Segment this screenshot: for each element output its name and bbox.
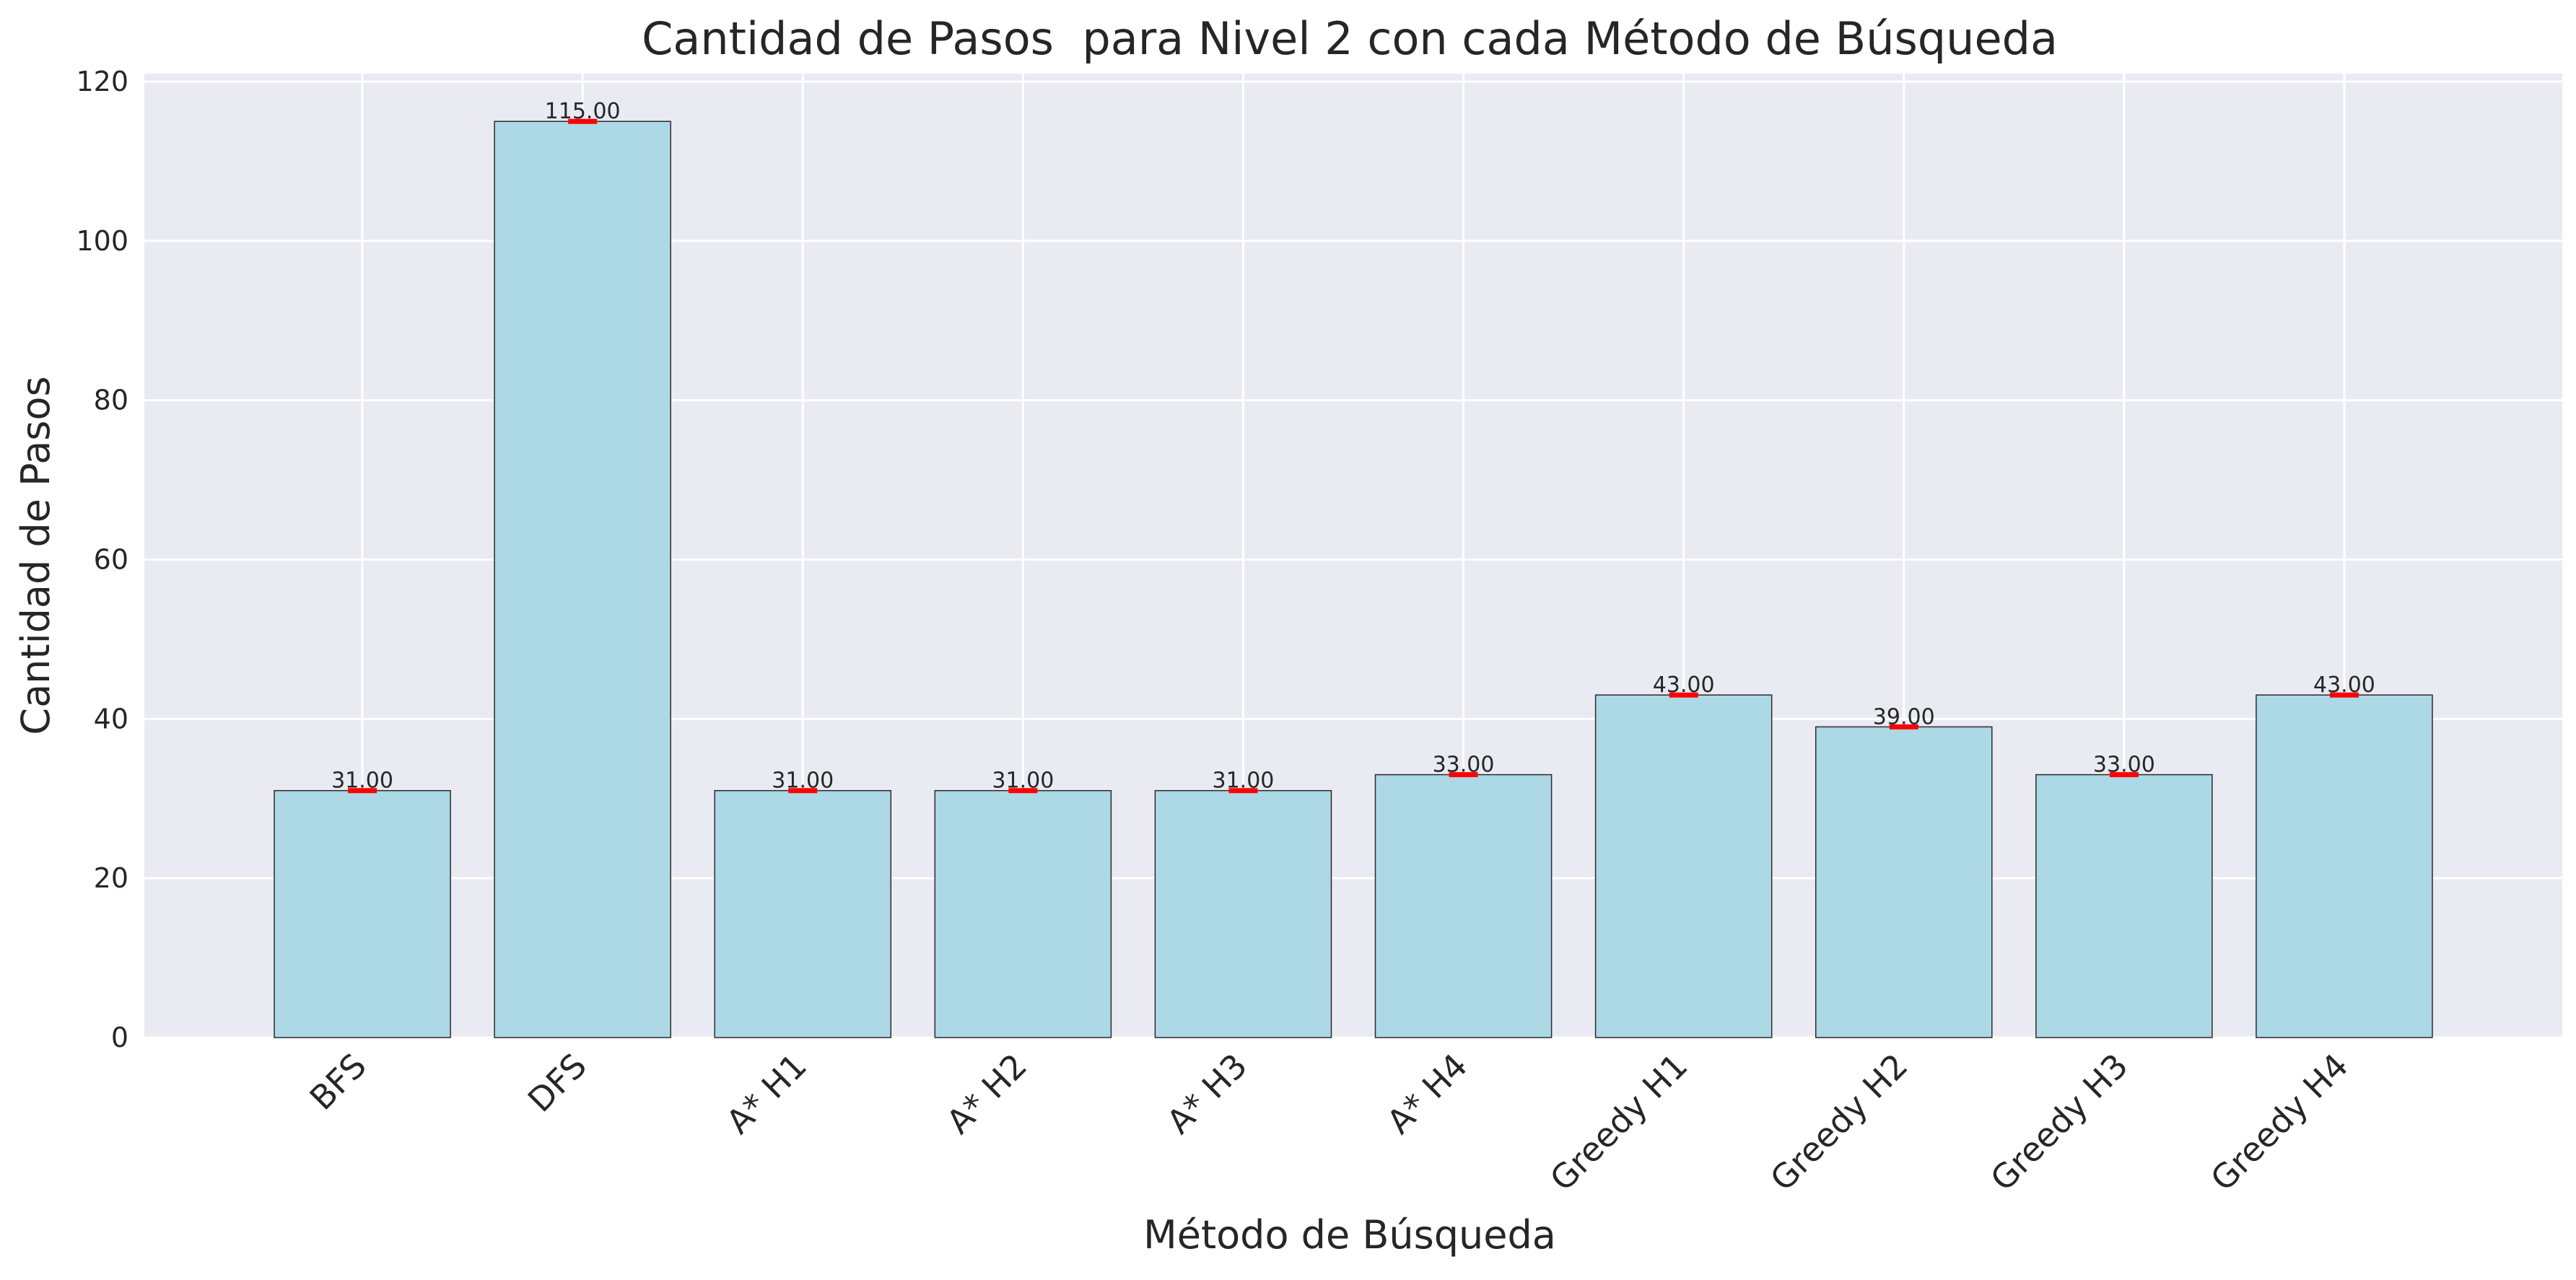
x-tick-label: Greedy H2 [1763,1046,1915,1198]
bar [274,789,451,1038]
data-label: 43.00 [1653,672,1715,698]
x-tick-label: Greedy H1 [1542,1046,1695,1198]
data-label: 33.00 [1433,753,1495,778]
bar [1815,726,1993,1038]
data-label: 39.00 [1873,704,1935,729]
y-tick-label: 120 [76,66,128,97]
y-tick-label: 20 [94,862,128,894]
x-tick-label: Greedy H3 [1983,1046,2135,1198]
x-tick-label: A* H2 [939,1046,1034,1141]
x-tick-label: A* H1 [719,1046,814,1141]
data-label: 31.00 [992,768,1054,794]
bar [2035,773,2213,1038]
bar [1374,773,1553,1038]
bar [934,789,1112,1038]
chart-title: Cantidad de Pasos para Nivel 2 con cada … [642,12,2058,65]
bar [1594,694,1773,1038]
y-axis-label: Cantidad de Pasos [13,376,58,735]
data-label: 31.00 [331,768,393,794]
data-label: 115.00 [545,99,621,124]
x-tick-label: Greedy H4 [2203,1046,2355,1198]
bars [274,118,2433,1038]
bar [494,120,671,1038]
y-tick-label: 0 [111,1022,128,1053]
data-label: 31.00 [772,768,834,794]
data-label: 33.00 [2093,753,2155,778]
y-tick-label: 60 [94,544,128,576]
x-tick-label: BFS [302,1046,374,1118]
x-tick-label: DFS [520,1046,594,1120]
y-tick-label: 80 [94,385,128,416]
x-tick-label: A* H3 [1159,1046,1254,1141]
y-tick-label: 100 [76,225,128,257]
bar [2256,694,2433,1038]
y-tick-label: 40 [94,703,128,735]
bar [1154,789,1332,1038]
data-label: 43.00 [2313,672,2375,698]
bar [714,789,892,1038]
x-tick-label: A* H4 [1379,1046,1475,1141]
x-axis-label: Método de Búsqueda [1143,1212,1556,1258]
data-label: 31.00 [1213,768,1275,794]
